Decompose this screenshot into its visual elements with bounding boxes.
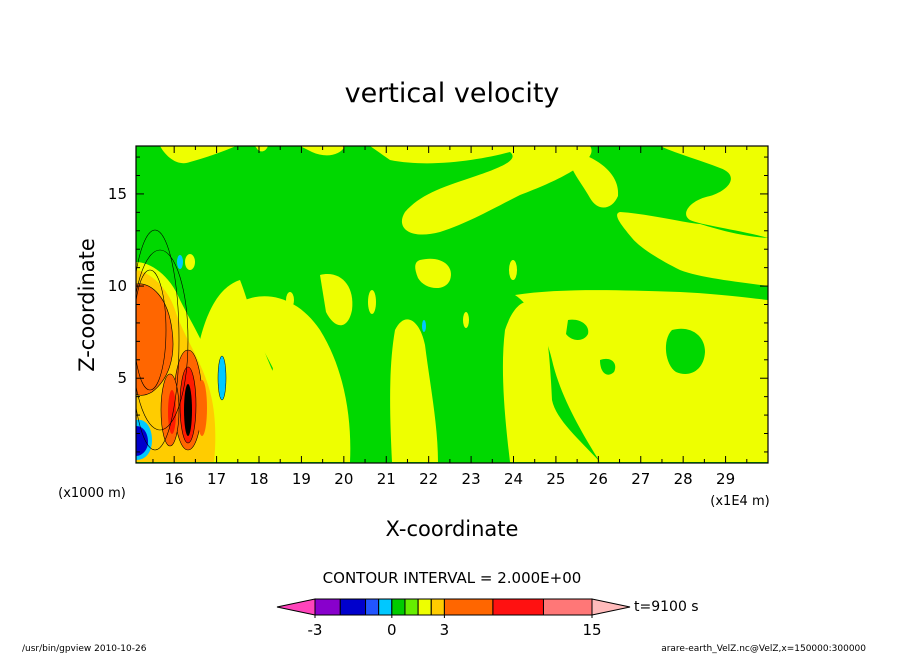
x-tick-label: 16 — [165, 470, 184, 488]
colorbar-box — [404, 598, 419, 616]
field-region-positive — [221, 298, 227, 318]
time-label: t=9100 s — [634, 599, 699, 615]
field-region-positive — [390, 319, 438, 462]
contour-interval-label: CONTOUR INTERVAL = 2.000E+00 — [323, 569, 582, 587]
x-tick-label: 29 — [716, 470, 735, 488]
x-unit-label: (x1E4 m) — [710, 494, 769, 509]
colorbar-box — [314, 598, 341, 616]
contour-field — [135, 145, 769, 464]
x-tick-label: 26 — [589, 470, 608, 488]
x-tick-label: 25 — [546, 470, 565, 488]
x-tick-label: 20 — [334, 470, 353, 488]
field-region-background — [665, 328, 705, 374]
colorbar-box — [391, 598, 406, 616]
colorbar-min-triangle — [276, 598, 316, 616]
field-region-positive — [707, 432, 713, 448]
field-region-positive — [265, 327, 313, 462]
field-region-positive — [569, 150, 619, 208]
field-region-positive — [617, 212, 768, 286]
colorbar-box — [542, 598, 593, 616]
colorbar-box — [365, 598, 380, 616]
axes: 16 17 18 19 20 21 22 23 24 25 26 27 28 29 5 10 15 — [108, 146, 768, 488]
field-region-positive — [259, 408, 265, 432]
field-region-positive — [320, 274, 353, 326]
field-region-positive — [370, 146, 592, 235]
x-tick-label: 27 — [631, 470, 650, 488]
field-region-positive — [463, 312, 469, 328]
contour-line — [136, 229, 180, 451]
colorbar-box — [443, 598, 494, 616]
field-region-positive — [415, 258, 451, 289]
field-region-background — [455, 328, 467, 345]
field-region-positive — [740, 420, 768, 462]
field-region-positive — [529, 408, 535, 424]
field-region-positive — [717, 450, 723, 460]
colorbar-box — [492, 598, 544, 616]
contour-line — [136, 249, 189, 431]
field-region-positive — [266, 430, 274, 450]
footer-left: /usr/bin/gpview 2010-10-26 — [22, 644, 147, 654]
x-tick-label: 23 — [462, 470, 481, 488]
colorbar-tick-label: 3 — [440, 621, 450, 639]
field-region-positive — [247, 336, 253, 364]
field-region-positive — [660, 146, 768, 238]
x-tick-label: 28 — [674, 470, 693, 488]
y-tick-label: 5 — [117, 369, 127, 387]
x-tick-label: 22 — [419, 470, 438, 488]
x-tick-label: 18 — [249, 470, 268, 488]
field-region-positive — [429, 432, 435, 452]
field-region-positive — [255, 146, 268, 152]
colorbar-box — [339, 598, 367, 616]
y-tick-label: 15 — [108, 185, 127, 203]
downdraft-cell — [422, 320, 426, 332]
y-axis-label: Z-coordinate — [75, 238, 99, 372]
colorbar-tick-label: 0 — [387, 621, 397, 639]
y-tick-label: 10 — [108, 277, 127, 295]
updraft-cell-core — [184, 384, 192, 436]
colorbar-box — [417, 598, 432, 616]
field-regions — [136, 146, 768, 463]
y-unit-label: (x1000 m) — [58, 486, 126, 501]
x-tick-label: 21 — [377, 470, 396, 488]
footer-right: arare-earth_VelZ.nc@VelZ,x=150000:300000 — [661, 644, 866, 654]
updraft-core — [136, 283, 174, 396]
field-region-background — [566, 319, 589, 340]
field-region-positive — [502, 301, 600, 462]
x-axis-label: X-coordinate — [386, 517, 519, 541]
field-region-positive — [368, 290, 376, 314]
downdraft-cell — [177, 255, 183, 269]
downdraft-cell — [217, 355, 227, 401]
colorbar-tick-label: 15 — [582, 621, 601, 639]
field-region-positive — [286, 292, 294, 308]
chart-title: vertical velocity — [345, 78, 560, 109]
x-tick-label: 19 — [292, 470, 311, 488]
colorbar-max-triangle — [591, 598, 631, 616]
colorbar-box — [430, 598, 445, 616]
x-tick-label: 24 — [504, 470, 523, 488]
field-region-background — [600, 358, 616, 375]
field-region-positive — [300, 146, 345, 156]
field-region-positive — [509, 260, 517, 280]
x-tick-label: 17 — [207, 470, 226, 488]
colorbar-tick-label: -3 — [308, 621, 323, 639]
updraft-cell-peak — [168, 390, 176, 434]
colorbar-box — [378, 598, 393, 616]
colorbar: -3 0 3 15 — [276, 598, 631, 639]
contour-line — [136, 269, 167, 391]
field-region-positive — [185, 254, 195, 270]
updraft-cell — [197, 380, 207, 436]
